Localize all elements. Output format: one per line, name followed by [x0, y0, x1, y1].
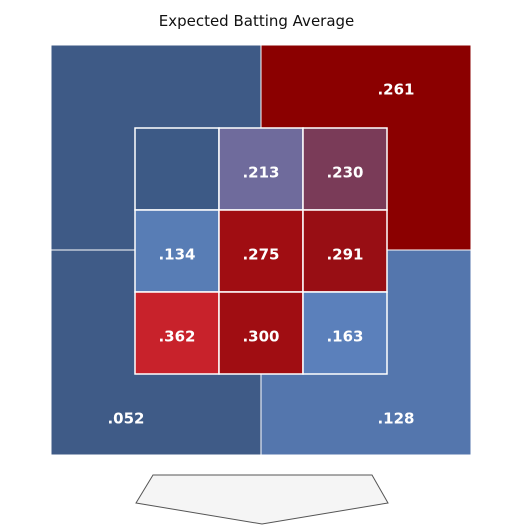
inner-zone-label-6: .291: [326, 246, 363, 264]
inner-zone-label-3: .230: [326, 164, 363, 182]
inner-zone-label-5: .275: [242, 246, 279, 264]
inner-zone-7: [134, 291, 220, 375]
inner-zone-8: [218, 291, 304, 375]
inner-zone-label-7: .362: [158, 328, 195, 346]
outer-zone-label-bottom-right: .128: [377, 410, 414, 428]
outer-zones: .261 .052 .128: [50, 44, 472, 456]
inner-zone-label-2: .213: [242, 164, 279, 182]
home-plate-icon: [135, 474, 389, 525]
inner-zone-6: [302, 209, 388, 293]
inner-zone-label-8: .300: [242, 328, 279, 346]
chart-title: Expected Batting Average: [158, 12, 355, 30]
outer-zone-label-bottom-left: .052: [107, 410, 144, 428]
inner-zone-3: [302, 127, 388, 211]
inner-zone-label-4: .134: [158, 246, 195, 264]
inner-zone-5: [218, 209, 304, 293]
inner-zone-4: [134, 209, 220, 293]
inner-zones: .213 .230 .134 .275 .291 .362 .300 .163: [134, 127, 388, 375]
inner-zone-9: [302, 291, 388, 375]
outer-zone-label-top-right: .261: [377, 81, 414, 99]
inner-zone-1: [134, 127, 220, 211]
inner-zone-label-9: .163: [326, 328, 363, 346]
